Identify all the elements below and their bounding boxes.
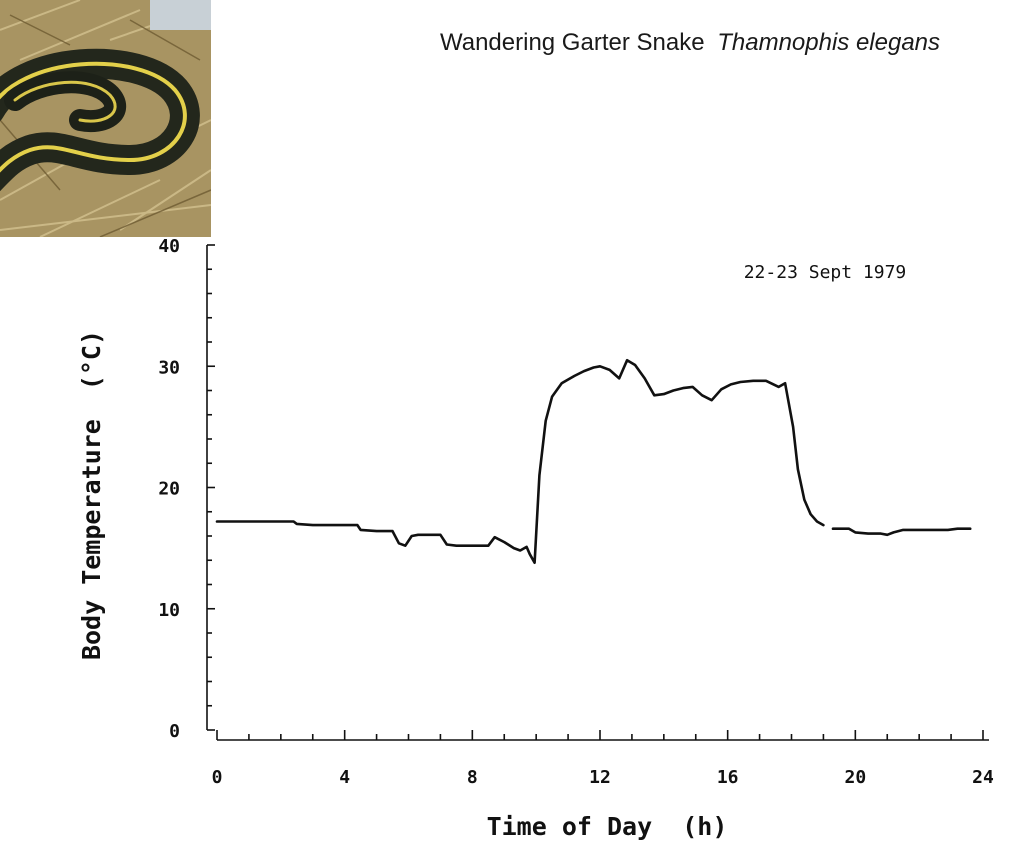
slide-title: Wandering Garter Snake Thamnophis elegan… (440, 29, 940, 56)
series-group (215, 358, 972, 565)
y-tick-label: 10 (158, 600, 180, 621)
y-axis-label-unit: (°C) (77, 330, 106, 390)
garter-snake-photo (0, 0, 211, 237)
title-common-name: Wandering Garter Snake (440, 29, 705, 56)
y-tick-label: 0 (169, 721, 180, 742)
x-tick-label: 16 (717, 767, 739, 788)
x-tick-label: 4 (339, 767, 350, 788)
x-tick-label: 12 (589, 767, 611, 788)
x-tick-label: 24 (972, 767, 994, 788)
tick-marks (207, 244, 984, 740)
y-axis-label: Body Temperature (°C) (77, 330, 106, 660)
temperature-line-segment-2 (831, 527, 972, 537)
title-scientific-name: Thamnophis elegans (717, 29, 940, 56)
x-axis-label: Time of Day (h) (487, 812, 728, 841)
x-tick-label: 20 (844, 767, 866, 788)
date-label: 22-23 Sept 1979 (744, 262, 907, 283)
tick-labels: 0 4 8 12 16 20 24 0 10 20 30 40 (158, 236, 994, 788)
y-tick-label: 40 (158, 236, 180, 257)
temperature-line-segment-1 (215, 358, 825, 565)
x-tick-label: 0 (212, 767, 223, 788)
y-tick-label: 30 (158, 357, 180, 378)
x-tick-label: 8 (467, 767, 478, 788)
y-axis-label-text: Body Temperature (77, 419, 106, 660)
y-tick-label: 20 (158, 479, 180, 500)
